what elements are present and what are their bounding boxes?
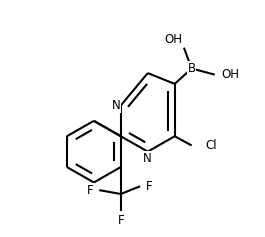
Text: N: N <box>112 99 121 112</box>
Text: F: F <box>146 180 153 193</box>
Text: F: F <box>86 184 93 197</box>
Text: N: N <box>143 152 152 165</box>
Text: OH: OH <box>221 68 239 81</box>
Text: F: F <box>117 214 124 227</box>
Text: B: B <box>188 62 196 75</box>
Text: OH: OH <box>164 33 182 46</box>
Text: Cl: Cl <box>205 139 217 152</box>
